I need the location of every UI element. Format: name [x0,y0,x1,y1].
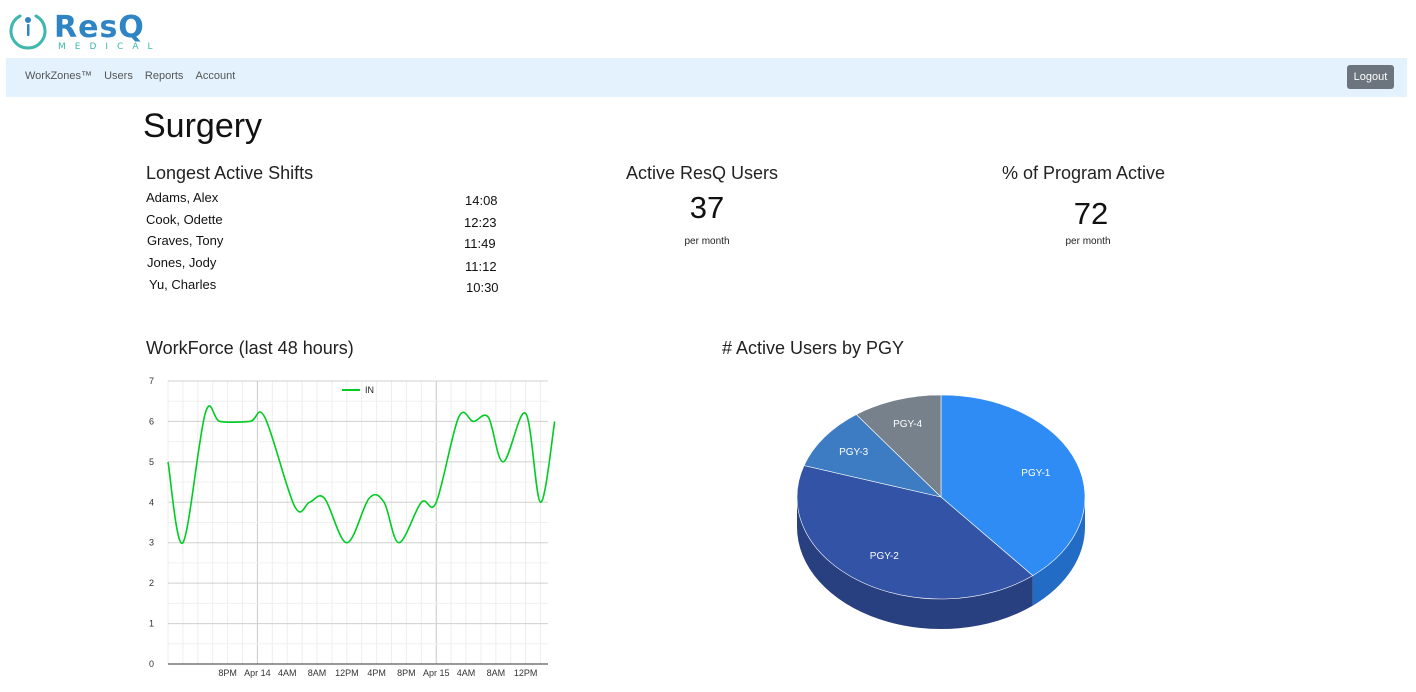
program-active-unit: per month [1065,236,1111,247]
x-tick-label: 4PM [367,668,386,678]
program-active-value: 72 [1073,196,1109,231]
pie-label-pgy-2: PGY-2 [870,551,900,562]
y-tick-label: 5 [149,457,154,467]
shift-name: Cook, Odette [146,212,223,227]
shift-name: Jones, Jody [147,255,217,270]
x-tick-label: 8PM [218,668,237,678]
shift-row: Cook, Odette 12:23 [146,212,506,230]
shift-name: Adams, Alex [146,190,219,205]
nav-item-account[interactable]: Account [195,70,236,82]
shift-time: 14:08 [465,193,498,208]
y-tick-label: 2 [149,578,154,588]
nav-item-reports[interactable]: Reports [144,70,184,82]
pie-slice-pgy-4 [855,394,942,498]
pie-side-pgy-2 [797,497,1033,629]
pie-label-pgy-4: PGY-4 [893,419,923,430]
pie-label-pgy-3: PGY-3 [839,447,869,458]
shift-time: 10:30 [466,280,499,295]
y-tick-label: 7 [149,376,154,386]
series-line-in [167,405,556,544]
y-tick-label: 0 [149,659,154,669]
shift-name: Graves, Tony [147,233,224,248]
pie-slice-pgy-2 [796,465,1034,600]
x-tick-label: 8PM [397,668,416,678]
shift-name: Yu, Charles [149,277,217,292]
x-tick-label: 4AM [457,668,476,678]
nav-item-workzones[interactable]: WorkZones™ [25,70,93,82]
shift-time: 12:23 [464,215,497,230]
title-underlay [920,353,1030,363]
pgy-pie-chart: PGY-1 PGY-2 PGY-3 PGY-4 [796,394,1086,629]
shift-time: 11:12 [465,259,497,274]
active-users-value: 37 [689,190,725,225]
shift-row: Yu, Charles 10:30 [149,277,509,295]
shift-row: Adams, Alex 14:08 [146,190,506,208]
workforce-line-chart: 0 1 2 3 4 5 6 7 8PM Apr 14 4AM 8AM 12PM 4PM 8PM Apr 15 4… [149,376,556,678]
x-tick-label: 8AM [487,668,506,678]
x-tick-label: Apr 15 [423,668,450,678]
x-tick-label: 8AM [308,668,327,678]
pie-slice-pgy-1 [940,394,1086,576]
y-tick-label: 3 [149,538,154,548]
logo-stethoscope-icon [9,14,47,50]
program-active-heading: % of Program Active [1002,163,1166,183]
nav-links: WorkZones™ Users Reports Account [25,70,244,82]
x-tick-label: 4AM [278,668,297,678]
active-users-heading: Active ResQ Users [626,163,779,183]
x-tick-label: Apr 14 [244,668,271,678]
logo-subtext: MEDICAL [58,42,162,52]
resq-logo[interactable]: ResQ MEDICAL [6,8,156,52]
shift-time: 11:49 [464,236,496,251]
pie-label-pgy-1: PGY-1 [1021,468,1051,479]
shift-row: Graves, Tony 11:49 [147,233,507,251]
logout-button[interactable]: Logout [1347,65,1394,89]
x-tick-label: 12PM [335,668,359,678]
pgy-chart-title: # Active Users by PGY [722,338,905,358]
workforce-chart-title: WorkForce (last 48 hours) [146,338,354,358]
shift-row: Jones, Jody 11:12 [147,255,507,274]
logo-wordmark: ResQ [54,10,145,45]
pie-slice-pgy-3 [803,414,942,498]
page-title: Surgery [143,107,263,145]
nav-item-users[interactable]: Users [104,70,133,82]
y-tick-label: 4 [149,497,154,507]
y-tick-label: 6 [149,416,154,426]
x-tick-label: 12PM [514,668,538,678]
active-users-unit: per month [684,236,730,247]
pie-side-pgy-1 [1032,497,1085,606]
legend-label-in: IN [365,385,374,395]
shifts-heading: Longest Active Shifts [146,163,314,183]
top-navbar: WorkZones™ Users Reports Account Logout [6,58,1407,97]
y-tick-label: 1 [149,619,154,629]
